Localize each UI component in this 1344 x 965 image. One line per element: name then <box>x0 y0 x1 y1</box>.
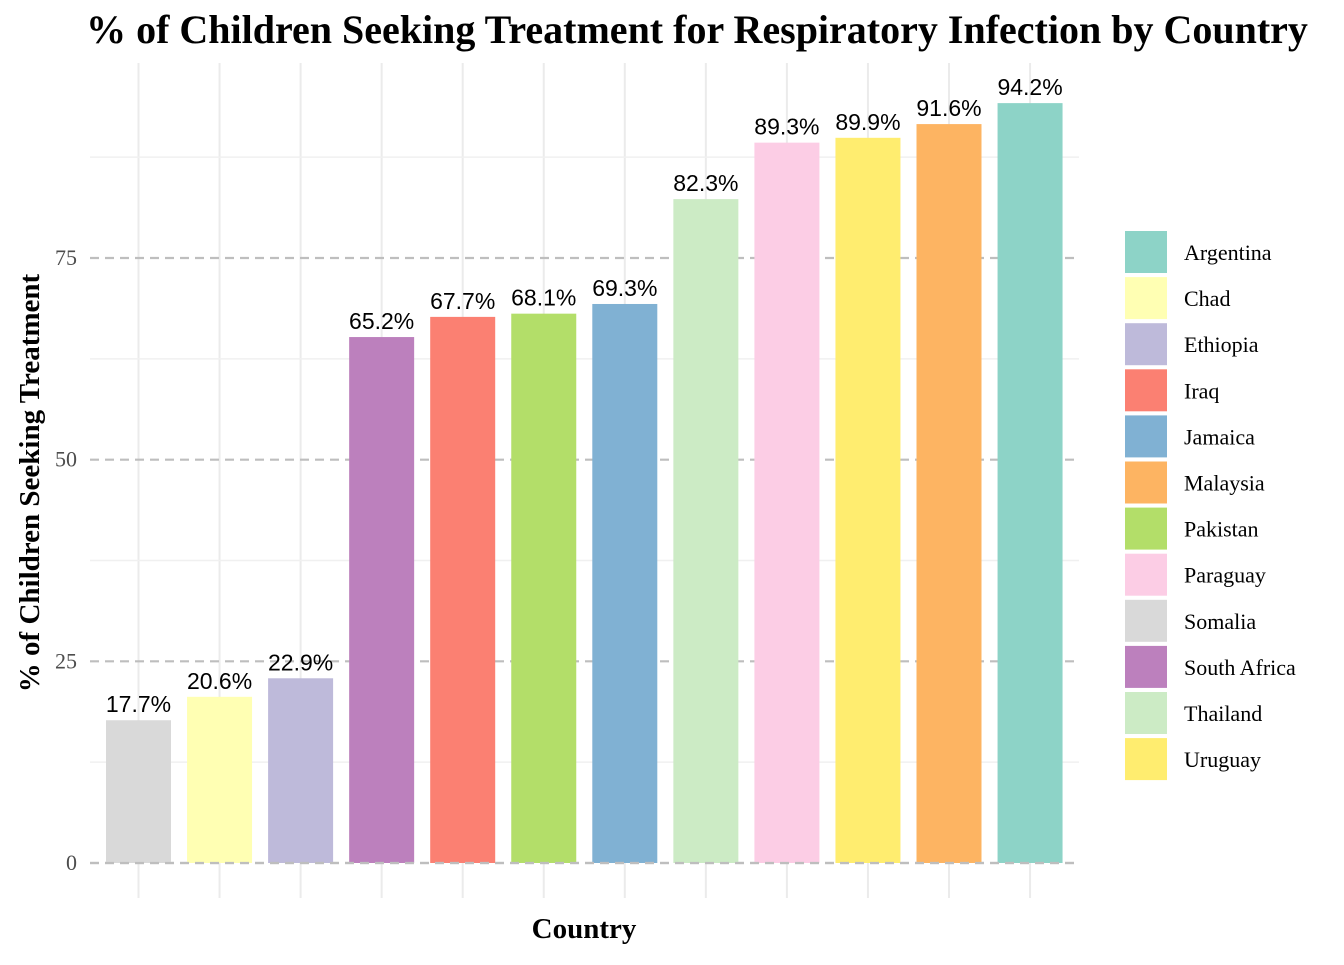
bar-pakistan <box>511 313 577 863</box>
data-label: 89.9% <box>835 109 900 135</box>
legend-label: Chad <box>1184 286 1230 311</box>
legend-key-iraq <box>1125 369 1167 412</box>
data-label: 67.7% <box>430 288 495 314</box>
legend-key-jamaica <box>1125 415 1167 458</box>
legend-label: Iraq <box>1184 378 1219 403</box>
data-label: 69.3% <box>592 275 657 301</box>
data-label: 89.3% <box>754 114 819 140</box>
legend-key-south-africa <box>1125 645 1167 688</box>
bar-chad <box>187 696 253 863</box>
legend-key-ethiopia <box>1125 323 1167 366</box>
legend-key-chad <box>1125 277 1167 320</box>
legend-key-somalia <box>1125 599 1167 642</box>
legend-label: Thailand <box>1184 701 1262 726</box>
data-label: 22.9% <box>268 649 333 675</box>
legend-label: Malaysia <box>1184 471 1265 496</box>
bar-argentina <box>997 103 1063 864</box>
x-axis-title: Country <box>532 913 637 945</box>
legend-label: Somalia <box>1184 609 1256 634</box>
y-axis-ticks: 0 25 50 75 <box>55 245 77 875</box>
bar-malaysia <box>916 124 982 864</box>
data-label: 82.3% <box>673 170 738 196</box>
bar-somalia <box>106 720 171 863</box>
bar-paraguay <box>754 142 820 863</box>
legend-label: Pakistan <box>1184 517 1259 542</box>
bar-thailand <box>673 199 739 863</box>
data-label: 68.1% <box>511 285 576 311</box>
legend-label: South Africa <box>1184 655 1296 680</box>
data-labels: 17.7% 20.6% 22.9% 65.2% 67.7% 68.1% 69.3% 82.3%… <box>106 74 1063 717</box>
legend-key-pakistan <box>1125 507 1167 550</box>
data-label: 91.6% <box>916 95 981 121</box>
chart-title: % of Children Seeking Treatment for Resp… <box>86 7 1308 52</box>
data-label: 94.2% <box>997 74 1062 100</box>
legend-label: Argentina <box>1184 240 1272 265</box>
y-tick-label: 75 <box>55 245 77 270</box>
legend-label: Jamaica <box>1184 424 1255 449</box>
y-tick-label: 0 <box>66 850 77 875</box>
legend: Argentina Chad Ethiopia Iraq Jamaica Malaysia… <box>1125 231 1296 781</box>
bar-ethiopia <box>268 678 334 863</box>
legend-key-argentina <box>1125 231 1167 273</box>
legend-key-malaysia <box>1125 461 1167 504</box>
data-label: 65.2% <box>349 308 414 334</box>
y-tick-label: 50 <box>55 447 77 472</box>
bar-iraq <box>430 316 496 863</box>
legend-key-uruguay <box>1125 738 1167 781</box>
y-tick-label: 25 <box>55 648 77 673</box>
data-label: 20.6% <box>187 668 252 694</box>
legend-key-paraguay <box>1125 553 1167 596</box>
bar-uruguay <box>835 137 901 864</box>
data-label: 17.7% <box>106 691 171 717</box>
legend-label: Ethiopia <box>1184 332 1259 357</box>
legend-label: Paraguay <box>1184 563 1266 588</box>
legend-key-thailand <box>1125 692 1167 734</box>
bars <box>90 103 1079 865</box>
bar-south-africa <box>349 337 415 863</box>
y-axis-title: % of Children Seeking Treatment <box>14 273 46 692</box>
bar-jamaica <box>592 303 658 864</box>
legend-label: Uruguay <box>1184 747 1261 772</box>
